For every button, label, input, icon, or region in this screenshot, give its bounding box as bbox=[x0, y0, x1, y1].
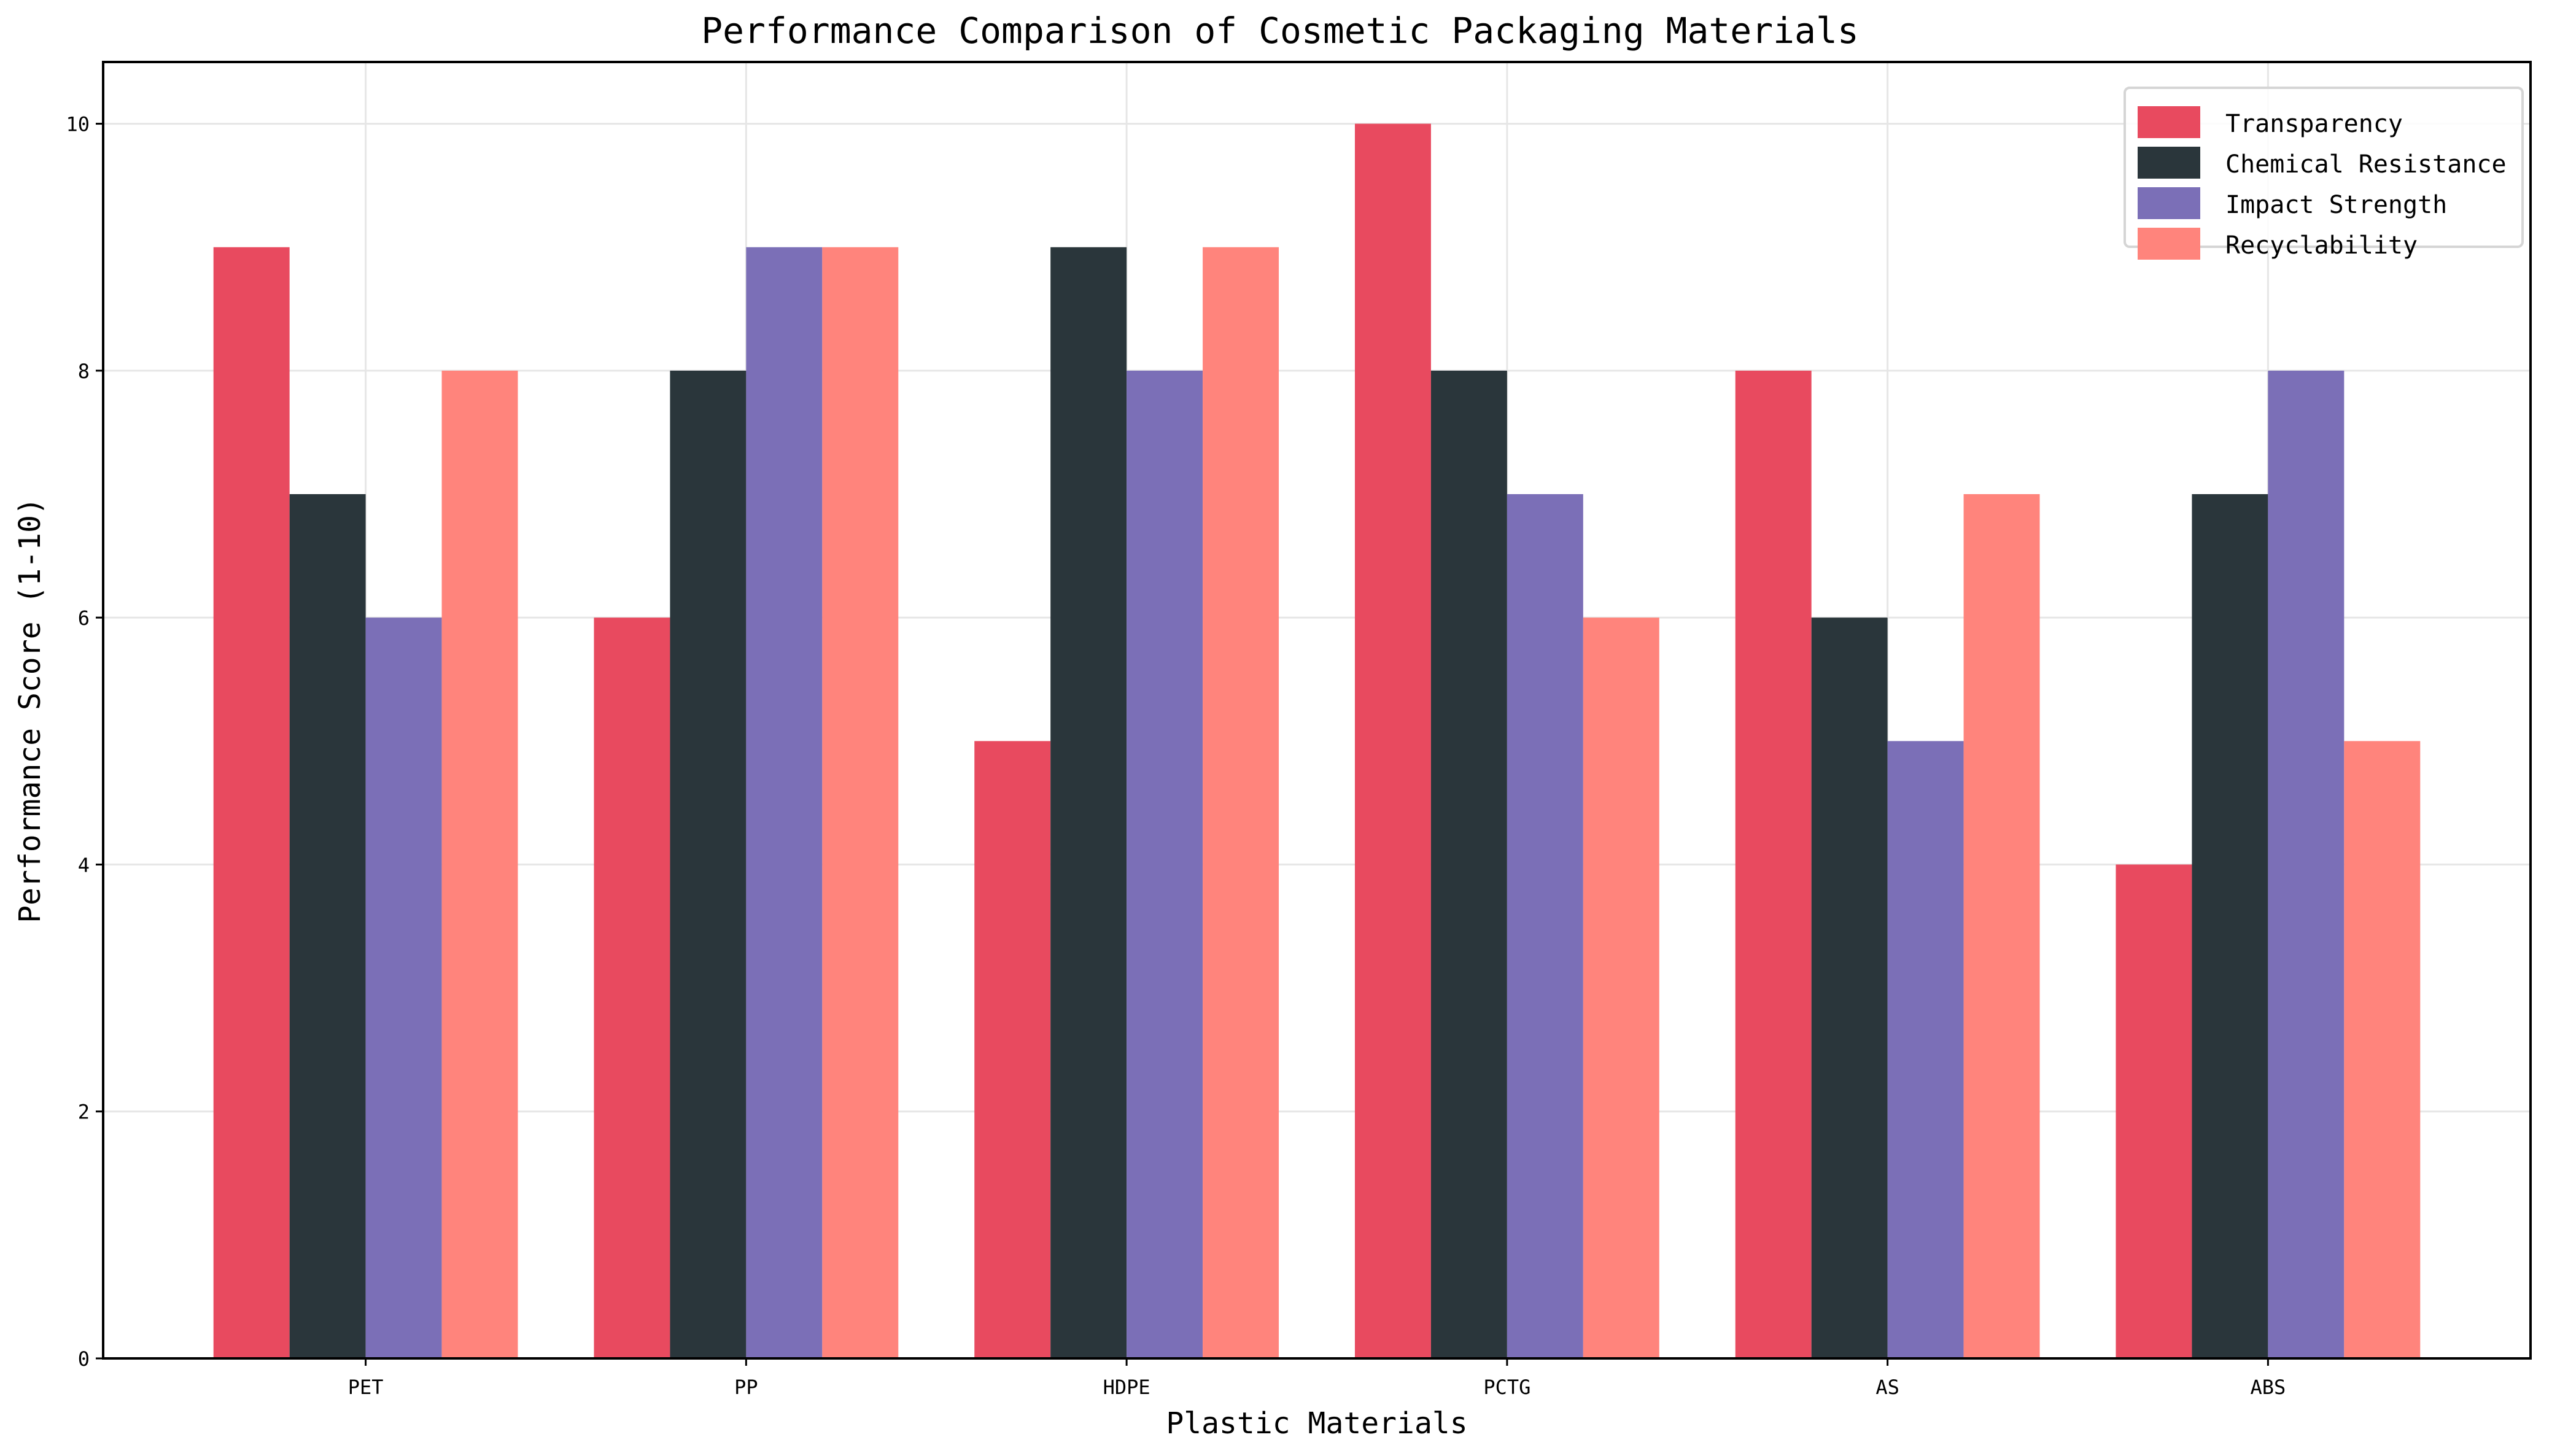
bar-recyclability-hdpe bbox=[1203, 247, 1279, 1358]
bar-transparency-hdpe bbox=[974, 741, 1051, 1358]
legend-label: Chemical Resistance bbox=[2225, 150, 2507, 179]
legend-label: Impact Strength bbox=[2225, 191, 2447, 219]
x-tick-label: PCTG bbox=[1483, 1376, 1530, 1399]
bar-transparency-as bbox=[1735, 370, 1812, 1358]
legend-label: Recyclability bbox=[2225, 231, 2418, 260]
y-axis-ticks: 0 2 4 6 8 10 bbox=[66, 113, 103, 1371]
y-axis-label: Performance Score (1-10) bbox=[13, 497, 47, 923]
y-tick-label: 2 bbox=[78, 1101, 90, 1124]
legend: Transparency Chemical Resistance Impact St… bbox=[2124, 87, 2524, 260]
bar-impact-strength-pctg bbox=[1507, 494, 1583, 1358]
bar-transparency-pctg bbox=[1354, 123, 1431, 1359]
x-axis-label: Plastic Materials bbox=[1166, 1406, 1467, 1441]
x-axis-ticks: PET PP HDPE PCTG AS ABS bbox=[348, 1358, 2286, 1399]
legend-swatch bbox=[2138, 187, 2200, 219]
x-tick-label: PP bbox=[734, 1376, 758, 1399]
y-tick-label: 10 bbox=[66, 113, 90, 136]
bar-recyclability-abs bbox=[2344, 741, 2421, 1358]
bar-impact-strength-as bbox=[1887, 741, 1964, 1358]
bar-chemical-resistance-as bbox=[1811, 618, 1888, 1359]
bar-transparency-pet bbox=[213, 247, 290, 1358]
bar-impact-strength-pet bbox=[365, 618, 442, 1359]
x-tick-label: AS bbox=[1875, 1376, 1899, 1399]
legend-swatch bbox=[2138, 106, 2200, 138]
chart-title: Performance Comparison of Cosmetic Packa… bbox=[701, 10, 1859, 52]
bar-impact-strength-abs bbox=[2268, 370, 2345, 1358]
bar-recyclability-pctg bbox=[1583, 618, 1659, 1359]
bar-chemical-resistance-pctg bbox=[1430, 370, 1507, 1358]
y-tick-label: 6 bbox=[78, 606, 90, 630]
y-tick-label: 8 bbox=[78, 360, 90, 383]
bar-recyclability-pet bbox=[441, 370, 518, 1358]
x-tick-label: PET bbox=[348, 1376, 384, 1399]
bar-chemical-resistance-hdpe bbox=[1050, 247, 1127, 1358]
legend-swatch bbox=[2138, 147, 2200, 179]
x-tick-label: ABS bbox=[2250, 1376, 2286, 1399]
x-tick-label: HDPE bbox=[1103, 1376, 1150, 1399]
bar-impact-strength-pp bbox=[746, 247, 823, 1358]
bar-impact-strength-hdpe bbox=[1127, 370, 1203, 1358]
bar-transparency-abs bbox=[2116, 864, 2192, 1358]
legend-frame bbox=[2124, 87, 2524, 248]
y-tick-label: 4 bbox=[78, 853, 90, 877]
bar-chemical-resistance-pp bbox=[670, 370, 747, 1358]
legend-label: Transparency bbox=[2225, 110, 2403, 138]
bar-recyclability-as bbox=[1963, 494, 2040, 1358]
legend-swatch bbox=[2138, 228, 2200, 260]
bar-recyclability-pp bbox=[822, 247, 899, 1358]
bar-chemical-resistance-abs bbox=[2192, 494, 2268, 1358]
bar-chemical-resistance-pet bbox=[289, 494, 366, 1358]
bar-transparency-pp bbox=[594, 618, 670, 1359]
y-tick-label: 0 bbox=[78, 1347, 90, 1371]
plot-area-frame bbox=[102, 61, 2532, 1360]
bars bbox=[213, 123, 2421, 1359]
